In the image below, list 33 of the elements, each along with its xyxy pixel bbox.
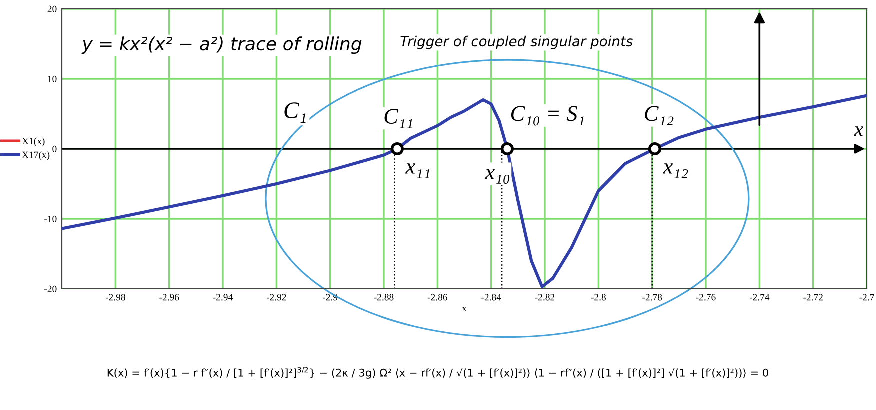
x-tick-label: -2.8 bbox=[591, 294, 606, 301]
x-axis-title: x bbox=[462, 307, 466, 312]
y-tick-label: 0 bbox=[52, 146, 57, 152]
x-tick-label: -2.84 bbox=[482, 294, 502, 301]
x-tick-label: -2.7 bbox=[860, 294, 874, 301]
x-tick-label: -2.88 bbox=[374, 294, 394, 301]
annotation: C₁₀ = S₁ bbox=[511, 106, 584, 126]
ref-line-label: x bbox=[854, 126, 864, 136]
x-tick-label: -2.76 bbox=[696, 294, 716, 301]
x-tick-label: -2.94 bbox=[213, 294, 233, 301]
text: K(x) = f′(x){1 − r f″(x) / [1 + [f′(x)]²]$^{3/2}$} − (2κ / 3g) Ω² ⟨x − rf′(x) / √(1 + [f′(x)]²)⟩ ⟨1 − rf″(x) / ([1 + [f′(x)]²] √(1 + [f′(x)]²))⟩ = 0 bbox=[108, 367, 768, 379]
x-tick-label: -2.96 bbox=[160, 294, 180, 301]
y-tick-label: 20 bbox=[48, 6, 57, 12]
x-tick-label: -2.98 bbox=[106, 294, 126, 301]
x-tick-label: -2.74 bbox=[750, 294, 770, 301]
x-tick-label: -2.82 bbox=[535, 294, 555, 301]
annotation: C₁ bbox=[284, 102, 306, 124]
y-tick-label: -20 bbox=[44, 286, 57, 292]
x-tick-label: -2.78 bbox=[642, 294, 662, 301]
annotation: x₁₁ bbox=[405, 164, 430, 178]
annotation: C₁₂ bbox=[645, 106, 674, 126]
legend-label: X17(x) bbox=[22, 151, 50, 160]
annotation: x₁₀ bbox=[484, 169, 510, 184]
annotation: Trigger of coupled singular points bbox=[400, 36, 633, 50]
x-tick-label: -2.86 bbox=[428, 294, 448, 301]
annotation: y = kx²(x² − a²) trace of rolling bbox=[82, 36, 362, 54]
legend-label: X1(x) bbox=[22, 138, 45, 147]
x-tick-label: -2.92 bbox=[266, 294, 286, 301]
y-tick-label: 10 bbox=[48, 76, 57, 82]
annotation: C₁₁ bbox=[384, 109, 412, 128]
x-tick-label: -2.72 bbox=[804, 294, 823, 301]
y-tick-label: -10 bbox=[44, 216, 57, 222]
annotation: x₁₂ bbox=[663, 164, 688, 178]
